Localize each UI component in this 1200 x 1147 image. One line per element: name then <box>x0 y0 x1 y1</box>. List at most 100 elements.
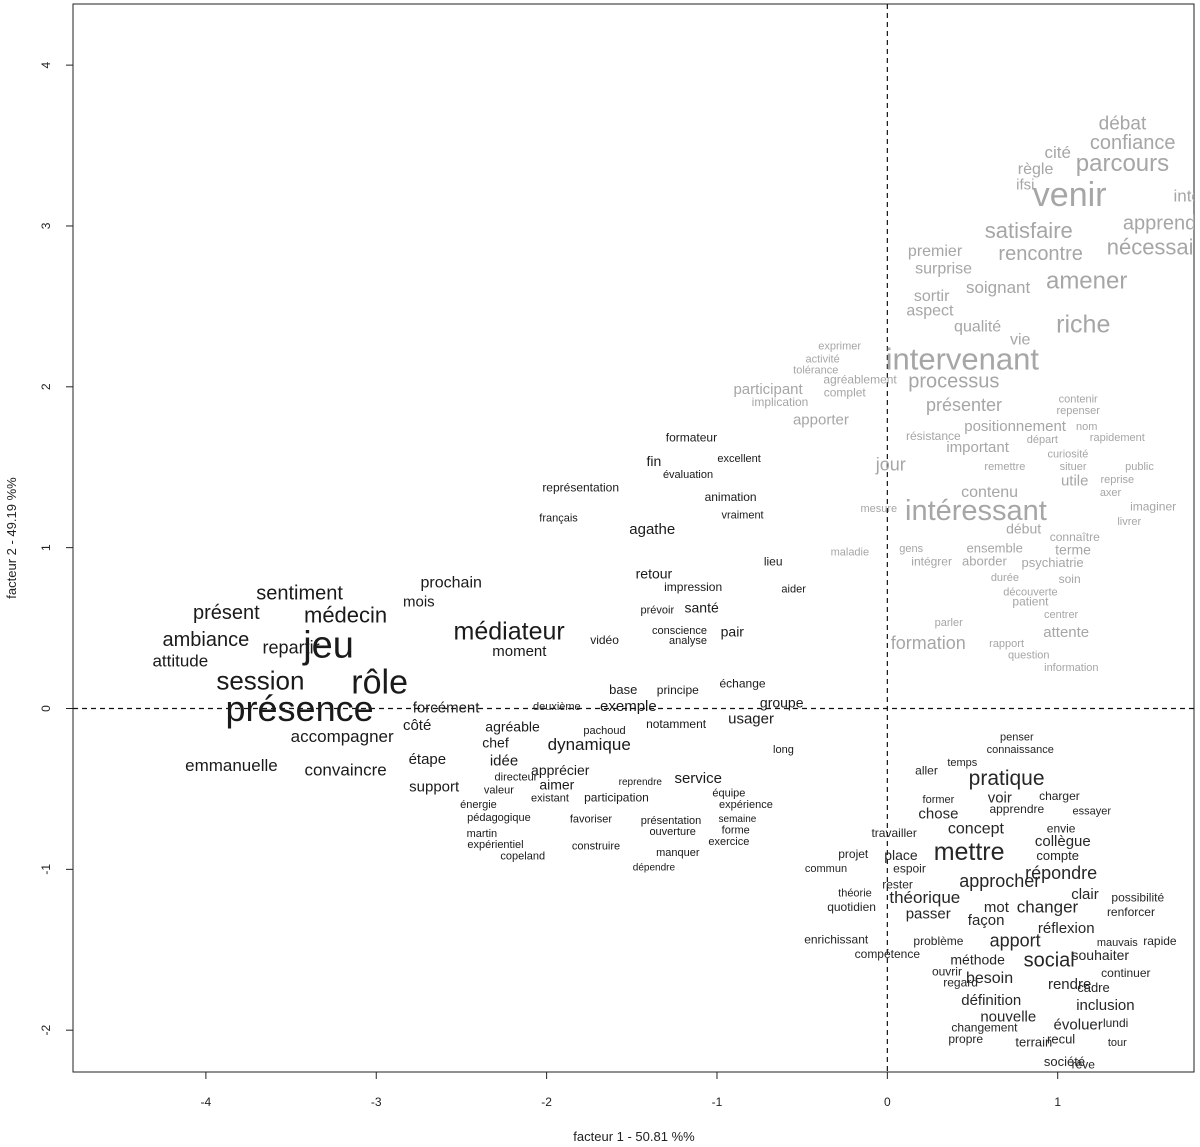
word-label-cluster-1: repartir <box>263 638 320 658</box>
word-label-cluster-1: agréable <box>485 718 540 734</box>
word-label-cluster-1: présent <box>193 602 260 624</box>
word-label-cluster-1: médiateur <box>454 618 565 646</box>
word-label-cluster-1: directeur <box>495 772 538 784</box>
word-label-cluster-2: amener <box>1046 268 1127 295</box>
word-label-cluster-2: information <box>1044 662 1098 674</box>
word-label-cluster-2: patient <box>1012 595 1049 609</box>
word-label-cluster-3: collègue <box>1035 833 1091 850</box>
word-label-cluster-3: clair <box>1071 886 1099 903</box>
word-label-cluster-3: évoluer <box>1054 1016 1103 1033</box>
word-label-cluster-1: chef <box>482 735 509 751</box>
word-label-cluster-1: étape <box>409 751 447 768</box>
word-label-cluster-1: vidéo <box>590 633 619 647</box>
word-label-cluster-1: martin <box>467 828 498 840</box>
word-label-cluster-1: aimer <box>539 776 574 792</box>
word-label-cluster-1: exercice <box>708 836 749 848</box>
word-label-cluster-3: approcher <box>959 871 1040 891</box>
word-label-cluster-3: mot <box>984 899 1010 916</box>
word-label-cluster-1: présentation <box>641 815 702 827</box>
word-label-cluster-3: enrichissant <box>804 932 869 946</box>
word-label-cluster-3: besoin <box>966 970 1013 987</box>
axes: -4 -3 -2 -1 0 1 -2 -1 0 1 2 3 4 <box>39 4 1194 1109</box>
word-label-cluster-1: fin <box>647 453 662 469</box>
word-label-cluster-3: espoir <box>893 862 926 876</box>
word-label-cluster-1: pédagogique <box>467 812 531 824</box>
word-label-cluster-1: médecin <box>304 603 387 628</box>
word-label-cluster-3: commun <box>805 863 847 875</box>
word-label-cluster-2: cité <box>1044 143 1070 162</box>
word-label-cluster-1: prochain <box>421 574 482 591</box>
word-label-cluster-1: vraiment <box>721 509 763 521</box>
word-label-cluster-1: deuxième <box>533 701 581 713</box>
y-tick-label: -2 <box>39 1025 53 1036</box>
word-label-cluster-1: service <box>674 770 722 787</box>
y-tick-label: 1 <box>39 544 53 551</box>
plot-frame <box>72 3 1195 1073</box>
y-tick-label: 2 <box>39 383 53 390</box>
word-label-cluster-2: riche <box>1056 310 1110 338</box>
word-label-cluster-1: impression <box>664 580 722 594</box>
x-tick-label: -1 <box>712 1095 723 1109</box>
word-label-cluster-1: support <box>409 778 460 795</box>
word-label-cluster-2: intéressant <box>905 495 1047 527</box>
word-label-cluster-2: parcours <box>1076 150 1169 177</box>
x-tick-label: 1 <box>1054 1095 1061 1109</box>
word-label-cluster-3: regard <box>943 976 978 990</box>
word-label-cluster-1: semaine <box>719 814 757 825</box>
word-label-cluster-1: pair <box>721 624 745 640</box>
word-label-cluster-3: problème <box>913 934 963 948</box>
word-label-cluster-1: excellent <box>717 453 760 465</box>
word-label-cluster-1: accompagner <box>291 727 394 746</box>
word-label-cluster-3: théorie <box>838 887 872 899</box>
word-label-cluster-3: recul <box>1047 1031 1075 1046</box>
word-label-cluster-1: côté <box>403 717 431 734</box>
word-label-cluster-2: terme <box>1055 542 1091 558</box>
word-label-cluster-2: participant <box>733 381 803 398</box>
word-label-cluster-1: manquer <box>656 847 700 859</box>
word-cloud: présencejeurôlesessionmédiateurmédecinse… <box>152 114 1194 1072</box>
word-label-cluster-2: sortir <box>914 288 950 305</box>
word-label-cluster-1: français <box>539 513 578 525</box>
word-label-cluster-3: cadre <box>1077 980 1110 995</box>
y-tick-label: 0 <box>39 705 53 712</box>
word-label-cluster-2: implication <box>752 395 809 409</box>
word-label-cluster-3: théorique <box>889 888 960 907</box>
word-label-cluster-2: parler <box>935 617 963 629</box>
word-label-cluster-2: tolérance <box>793 365 838 377</box>
word-label-cluster-2: public <box>1125 461 1154 473</box>
word-label-cluster-1: dépendre <box>633 862 676 873</box>
word-label-cluster-2: rapport <box>989 638 1024 650</box>
word-label-cluster-1: reprendre <box>619 777 663 788</box>
word-label-cluster-3: possibilité <box>1111 890 1164 904</box>
word-label-cluster-3: propre <box>948 1032 983 1046</box>
word-label-cluster-3: projet <box>838 847 869 861</box>
word-label-cluster-2: mesure <box>860 503 897 515</box>
word-label-cluster-3: concept <box>948 820 1005 837</box>
word-label-cluster-3: apprendre <box>989 802 1044 816</box>
word-label-cluster-1: expérience <box>719 799 773 811</box>
word-label-cluster-1: retour <box>636 566 673 582</box>
word-label-cluster-2: règle <box>1018 161 1054 178</box>
word-label-cluster-2: important <box>946 439 1009 456</box>
word-label-cluster-3: tour <box>1108 1037 1127 1049</box>
word-label-cluster-3: place <box>884 847 918 863</box>
word-label-cluster-2: venir <box>1033 176 1107 214</box>
word-label-cluster-1: groupe <box>760 694 804 710</box>
word-label-cluster-2: formation <box>891 633 966 653</box>
word-label-cluster-1: conscience <box>652 625 707 637</box>
word-label-cluster-2: ensemble <box>966 541 1022 556</box>
word-label-cluster-2: départ <box>1027 434 1058 446</box>
x-tick-label: -2 <box>541 1095 552 1109</box>
word-label-cluster-3: changer <box>1017 897 1079 916</box>
word-label-cluster-3: travailler <box>871 826 916 840</box>
word-label-cluster-2: jour <box>875 454 906 474</box>
word-label-cluster-2: psychiatrie <box>1022 555 1084 570</box>
x-tick-label: 0 <box>884 1095 891 1109</box>
word-label-cluster-1: rôle <box>351 663 408 701</box>
word-label-cluster-3: souhaiter <box>1072 947 1130 963</box>
word-label-cluster-1: énergie <box>460 799 497 811</box>
word-label-cluster-3: temps <box>947 757 977 769</box>
word-label-cluster-2: aborder <box>962 554 1007 569</box>
word-label-cluster-3: ouvrir <box>932 964 962 978</box>
word-label-cluster-3: nouvelle <box>980 1008 1036 1025</box>
